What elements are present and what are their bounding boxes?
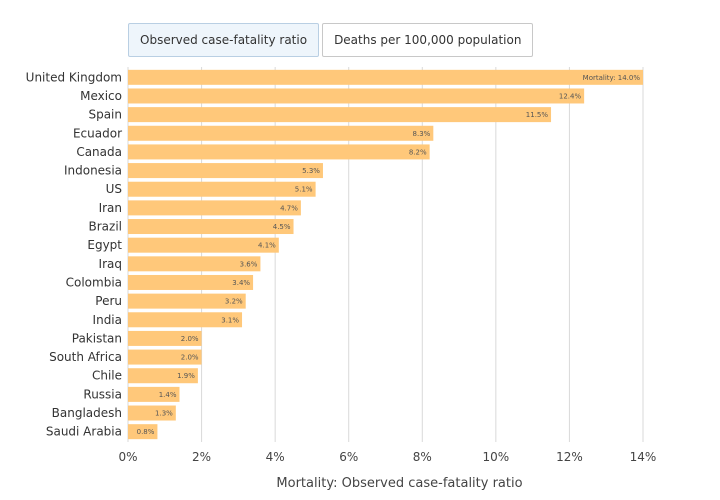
category-label: Canada (76, 145, 122, 159)
category-label: Chile (92, 369, 122, 383)
category-label: Brazil (89, 220, 123, 234)
category-label: Iraq (99, 257, 122, 271)
category-label: Mexico (80, 89, 122, 103)
bar (128, 181, 316, 197)
tab-deaths-per-100k[interactable]: Deaths per 100,000 population (322, 23, 534, 57)
x-tick-label: 8% (413, 450, 432, 464)
bar (128, 424, 158, 440)
bar (128, 69, 643, 85)
data-label: 2.0% (181, 335, 199, 343)
data-label: 2.0% (181, 354, 199, 362)
data-label: 3.6% (240, 260, 258, 268)
x-tick-label: 4% (266, 450, 285, 464)
category-label: Pakistan (72, 331, 122, 345)
x-tick-label: 6% (339, 450, 358, 464)
bar (128, 274, 254, 290)
bar (128, 330, 202, 346)
data-label: 1.9% (177, 372, 195, 380)
bar (128, 107, 552, 123)
x-axis-title: Mortality: Observed case-fatality ratio (276, 476, 522, 491)
data-label: 4.5% (273, 223, 291, 231)
x-tick-label: 12% (556, 450, 583, 464)
bar (128, 256, 261, 272)
tab-case-fatality-ratio[interactable]: Observed case-fatality ratio (128, 23, 320, 57)
category-label: India (93, 313, 122, 327)
bar (128, 405, 176, 421)
data-label: 1.3% (155, 410, 173, 418)
bar (128, 349, 202, 365)
data-label: 3.4% (232, 279, 250, 287)
category-label: Spain (88, 108, 122, 122)
bar (128, 386, 180, 402)
data-label: 5.3% (302, 167, 320, 175)
category-label: Indonesia (64, 164, 122, 178)
category-label: Bangladesh (52, 406, 122, 420)
x-tick-label: 14% (630, 450, 657, 464)
data-label: 8.3% (413, 130, 431, 138)
category-label: Peru (95, 294, 122, 308)
data-label: 4.1% (258, 242, 276, 250)
bar (128, 163, 323, 179)
data-label: 1.4% (159, 391, 177, 399)
bar (128, 237, 279, 253)
bar (128, 219, 294, 235)
category-label: Saudi Arabia (46, 425, 122, 439)
data-label: 4.7% (280, 204, 298, 212)
data-label: 3.1% (221, 316, 239, 324)
tab-bar: Observed case-fatality ratio Deaths per … (128, 23, 534, 57)
data-label: Mortality: 14.0% (583, 74, 641, 82)
bar (128, 312, 243, 328)
x-tick-label: 10% (483, 450, 510, 464)
data-label: 3.2% (225, 298, 243, 306)
bar (128, 368, 198, 384)
data-label: 8.2% (409, 148, 427, 156)
category-label: US (106, 182, 122, 196)
data-label: 5.1% (295, 186, 313, 194)
category-label: Egypt (87, 238, 122, 252)
x-tick-label: 0% (118, 450, 137, 464)
category-label: Colombia (66, 275, 122, 289)
bar (128, 125, 434, 141)
category-label: Iran (99, 201, 122, 215)
category-label: Russia (83, 387, 122, 401)
category-label: Ecuador (73, 126, 122, 140)
category-label: South Africa (49, 350, 122, 364)
category-label: United Kingdom (26, 70, 122, 84)
data-label: 11.5% (526, 111, 549, 119)
bar (128, 293, 246, 309)
x-tick-label: 2% (192, 450, 211, 464)
bar (128, 200, 301, 216)
data-label: 12.4% (559, 92, 582, 100)
bar (128, 144, 430, 160)
bar (128, 88, 585, 104)
data-label: 0.8% (137, 428, 155, 436)
